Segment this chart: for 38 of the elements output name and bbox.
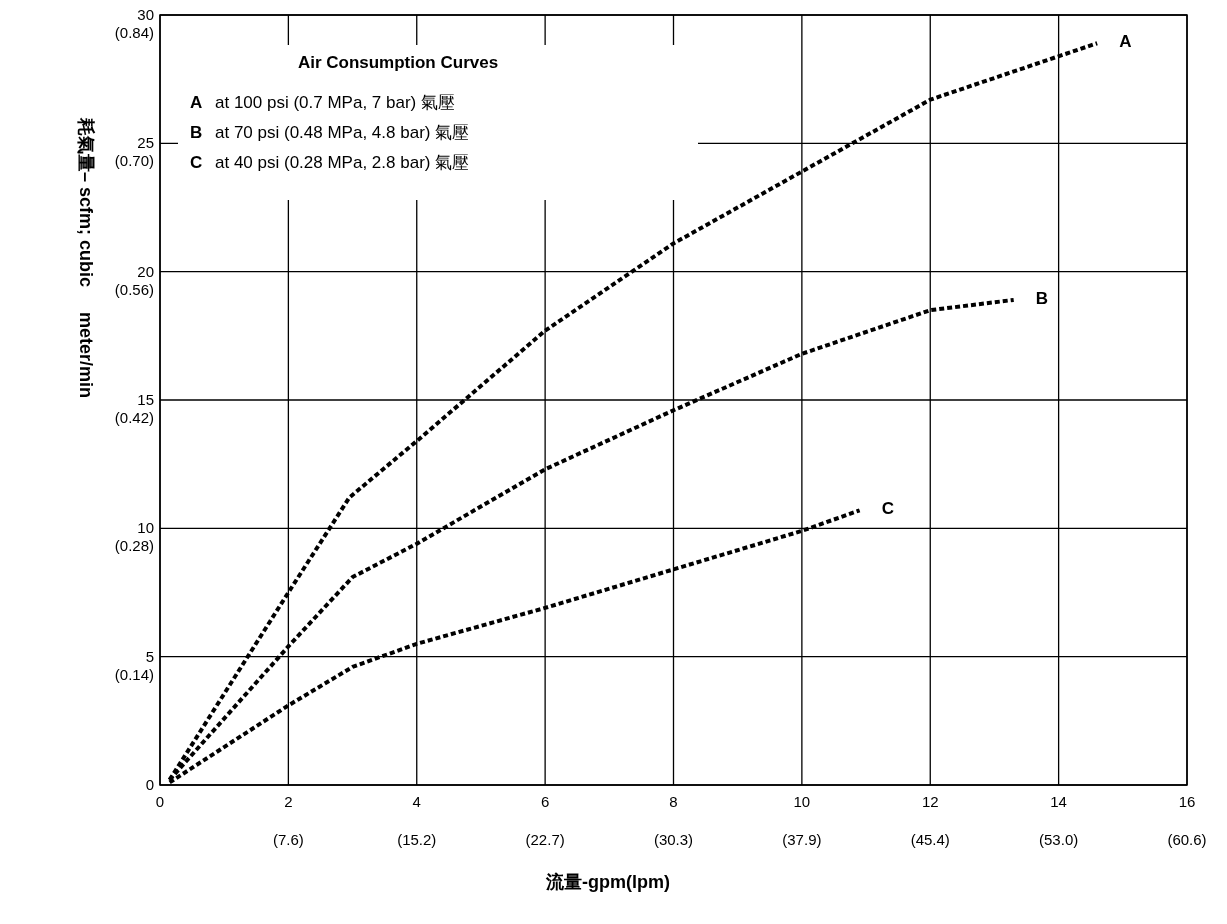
text: (15.2) [397, 831, 437, 848]
y-tick-label: 0 [145, 776, 154, 793]
text: (0.70) [114, 152, 154, 170]
text: (0.56) [114, 280, 154, 298]
y-tick-label: 15 [137, 391, 154, 408]
text: (37.9) [782, 831, 822, 848]
series-label: C [881, 499, 894, 519]
x-tick-label: 10 [793, 793, 811, 810]
y-tick-label: 5 [145, 647, 154, 665]
annotation: B at 70 psi (0.48 MPa, 4.8 bar) 氣壓 [190, 123, 470, 142]
x-tick-label: 8 [669, 793, 678, 810]
annotation: A at 100 psi (0.7 MPa, 7 bar) 氣壓 [190, 93, 455, 112]
text: (7.6) [272, 831, 304, 848]
x-tick-label: 6 [540, 793, 550, 810]
series-label: A [1119, 32, 1132, 52]
x-tick-label: 2 [284, 793, 293, 810]
text: (60.6) [1167, 831, 1207, 848]
text: (0.84) [114, 24, 154, 41]
y-tick-label: 20 [137, 262, 154, 280]
y-tick-label: 30 [137, 6, 154, 23]
text: (30.3) [653, 831, 694, 848]
text: (22.7) [525, 831, 565, 848]
x-tick-label: 14 [1050, 793, 1067, 810]
text: (45.4) [910, 831, 950, 848]
y-axis-title: 耗氣量– scfm; cubic meter/min [76, 117, 96, 399]
annotation: C at 40 psi (0.28 MPa, 2.8 bar) 氣壓 [190, 153, 470, 172]
x-tick-label: 12 [921, 793, 939, 810]
y-tick-label: 25 [137, 134, 154, 152]
x-tick-label: 16 [1178, 793, 1196, 810]
text: (0.42) [114, 409, 154, 426]
annotation: Air Consumption Curves [297, 53, 499, 72]
x-axis-title: 流量-gpm(lpm) [545, 872, 670, 892]
y-tick-label: 10 [137, 519, 154, 537]
text: (53.0) [1039, 831, 1079, 848]
text: (0.14) [114, 665, 154, 683]
series-label: B [1035, 288, 1048, 308]
text: (0.28) [114, 537, 154, 555]
x-tick-label: 4 [412, 793, 421, 810]
